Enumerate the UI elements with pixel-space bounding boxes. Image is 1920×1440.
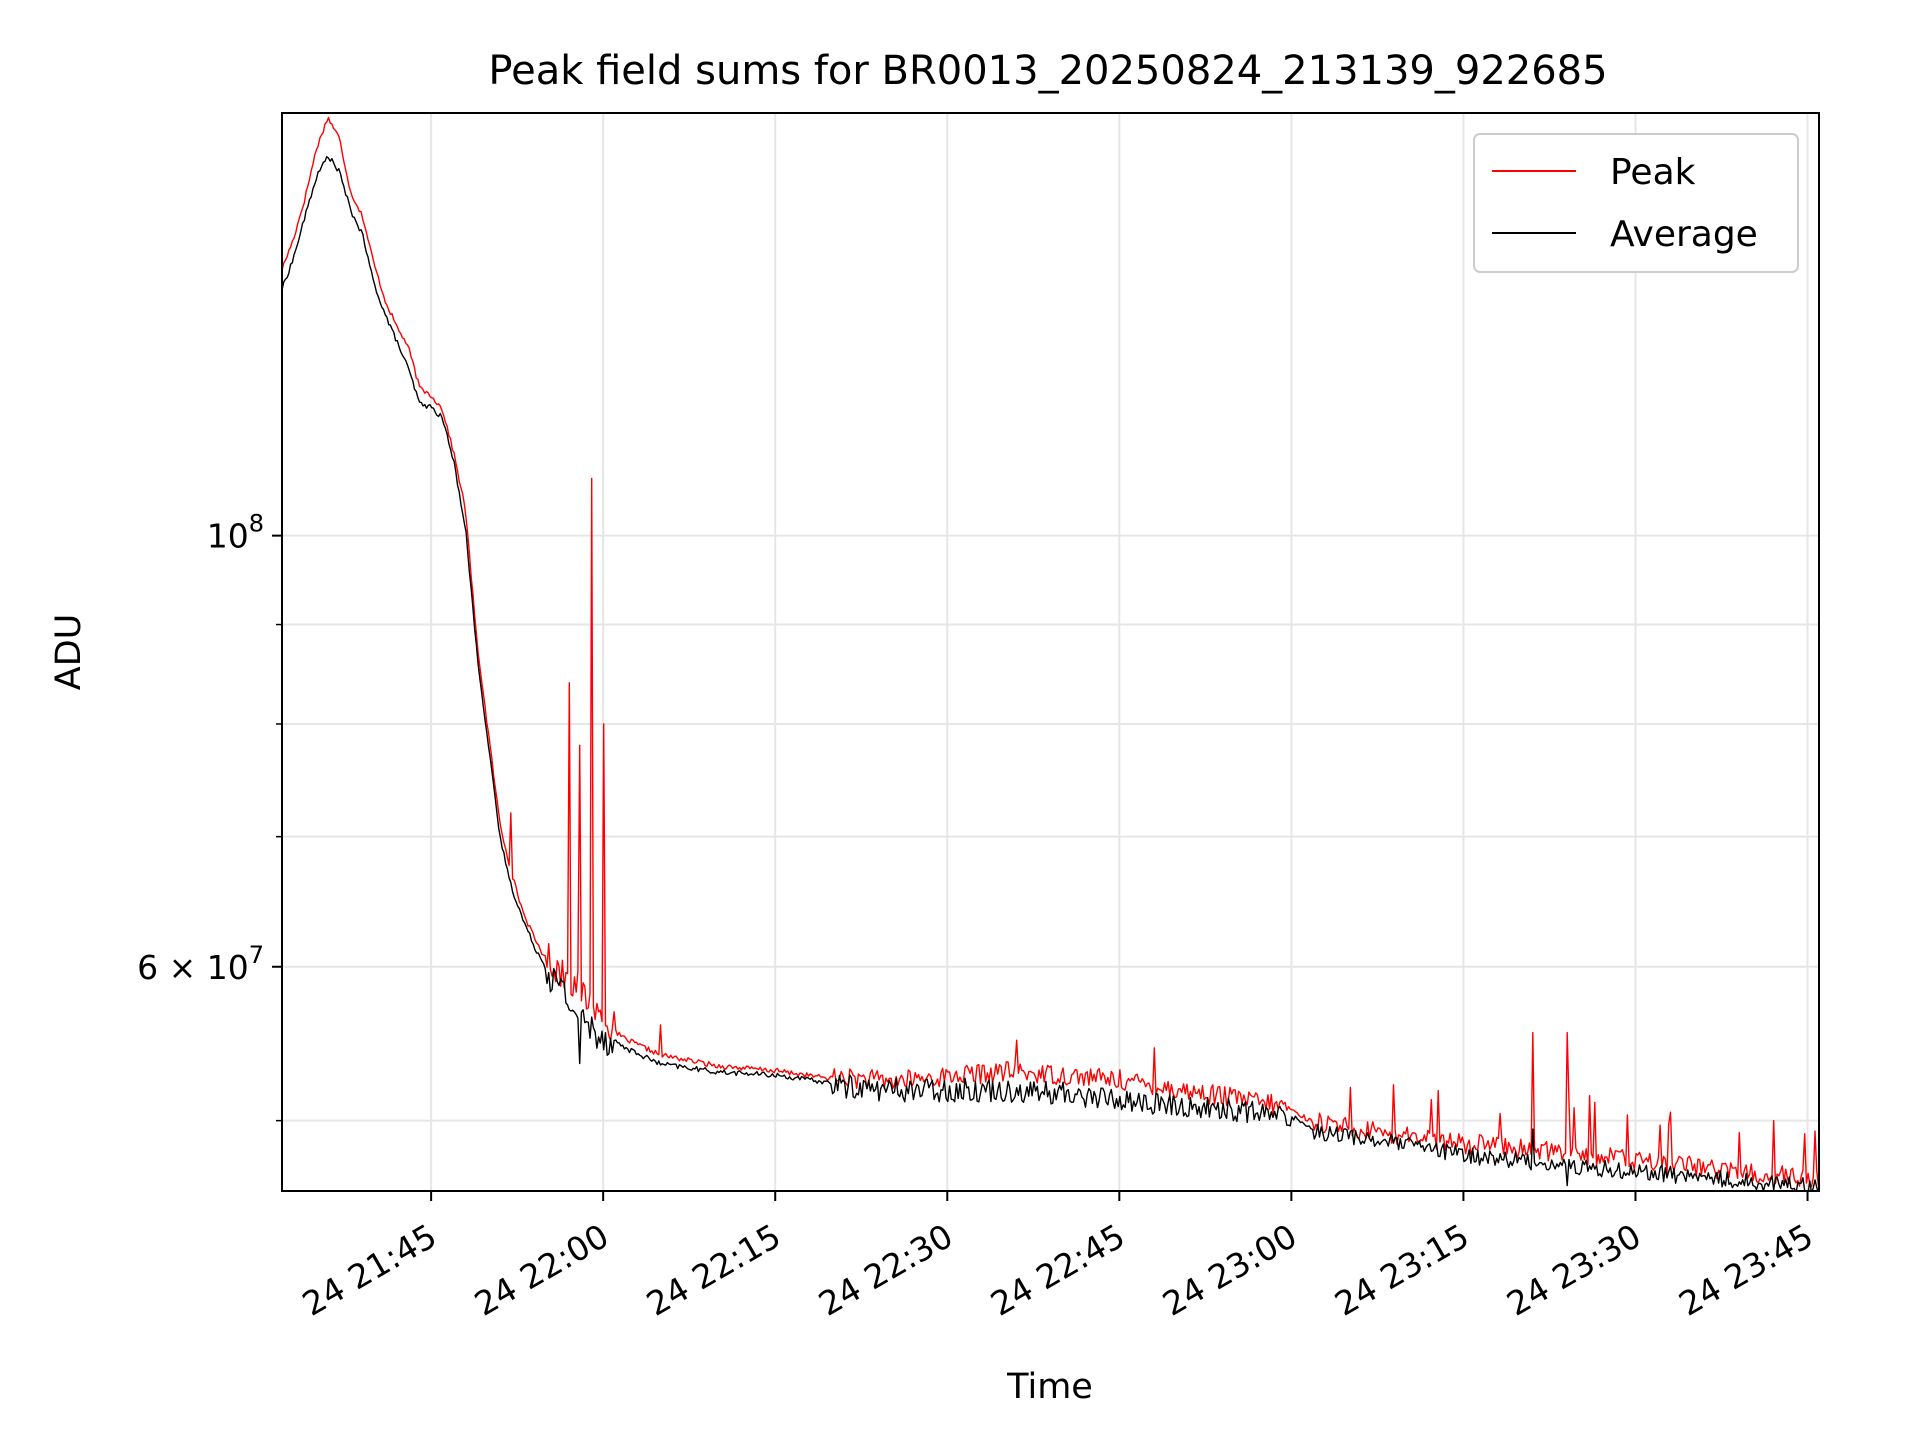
legend-label-average: Average <box>1610 214 1758 255</box>
legend: Peak Average <box>1473 133 1799 273</box>
series-line-average <box>282 155 1819 1191</box>
y-tick-label: 108 <box>207 510 264 556</box>
y-tick-base: 10 <box>207 517 249 556</box>
plot-frame <box>281 112 1820 1192</box>
x-axis-label: Time <box>1006 1367 1093 1407</box>
y-axis-label: ADU <box>49 614 89 691</box>
grid-layer <box>282 113 1819 1191</box>
y-tick-mantissa: 6 × <box>137 948 207 987</box>
y-tick-exponent: 8 <box>249 510 264 538</box>
y-tick-label: 6 × 107 <box>137 941 264 987</box>
series-line-peak <box>282 116 1819 1188</box>
chart-title: Peak field sums for BR0013_20250824_2131… <box>488 48 1607 94</box>
legend-box <box>1473 133 1799 273</box>
y-tick-base: 10 <box>207 948 249 987</box>
y-tick-exponent: 7 <box>249 941 264 969</box>
legend-label-peak: Peak <box>1610 152 1696 193</box>
series-layer <box>282 116 1819 1191</box>
